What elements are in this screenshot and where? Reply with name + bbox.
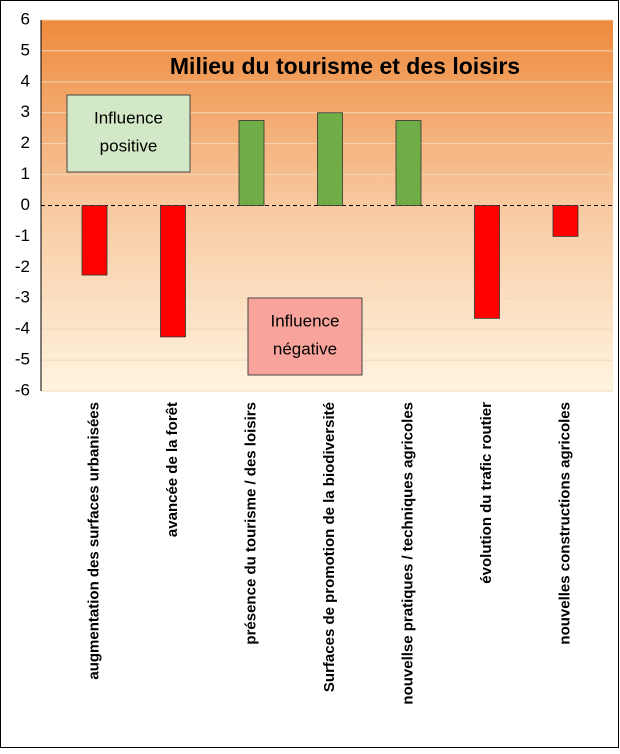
annotation-box [247, 297, 363, 376]
x-tick-label: nouvellse pratiques / techniques agricol… [399, 402, 416, 705]
x-tick-label: présence du tourisme / des loisirs [242, 402, 259, 645]
y-tick-label: -1 [15, 226, 30, 245]
x-tick-label: avancée de la forêt [164, 402, 181, 537]
y-tick-label: -5 [15, 350, 30, 369]
x-tick-label-group: avancée de la forêt [164, 402, 181, 537]
annotation-text: négative [273, 339, 337, 358]
x-tick-label: augmentation des surfaces urbanisées [85, 402, 102, 680]
x-tick-label: nouvelles constructions agricoles [556, 402, 573, 645]
annotation-text: Influence [94, 108, 163, 127]
x-tick-label: Surfaces de promotion de la biodiversité [321, 402, 338, 692]
x-tick-label: évolution du trafic routier [478, 402, 495, 584]
annotation-box [66, 94, 191, 173]
x-tick-label-group: présence du tourisme / des loisirs [242, 402, 259, 645]
bar [317, 112, 343, 206]
y-tick-label: -6 [15, 380, 30, 399]
annotation-text: Influence [271, 311, 340, 330]
y-tick-label: -2 [15, 257, 30, 276]
y-tick-label: 1 [21, 164, 30, 183]
y-tick-label: 6 [21, 9, 30, 28]
bar [395, 120, 422, 206]
y-tick-label: -4 [15, 319, 30, 338]
y-tick-label: 2 [21, 133, 30, 152]
y-tick-label: 0 [21, 195, 30, 214]
chart-title: Milieu du tourisme et des loisirs [170, 53, 520, 79]
x-tick-label-group: Surfaces de promotion de la biodiversité [321, 402, 338, 692]
y-tick-label: 5 [21, 40, 30, 59]
x-tick-label-group: augmentation des surfaces urbanisées [85, 402, 102, 680]
y-tick-label: 3 [21, 102, 30, 121]
bar [474, 205, 500, 319]
x-tick-label-group: évolution du trafic routier [478, 402, 495, 584]
x-tick-label-group: nouvelles constructions agricoles [556, 402, 573, 645]
bar [552, 205, 579, 237]
bar [81, 205, 108, 276]
annotation-text: positive [100, 136, 158, 155]
bar [238, 120, 265, 206]
y-tick-label: -3 [15, 288, 30, 307]
y-tick-label: 4 [21, 71, 30, 90]
bar [160, 205, 186, 338]
x-tick-label-group: nouvellse pratiques / techniques agricol… [399, 402, 416, 705]
